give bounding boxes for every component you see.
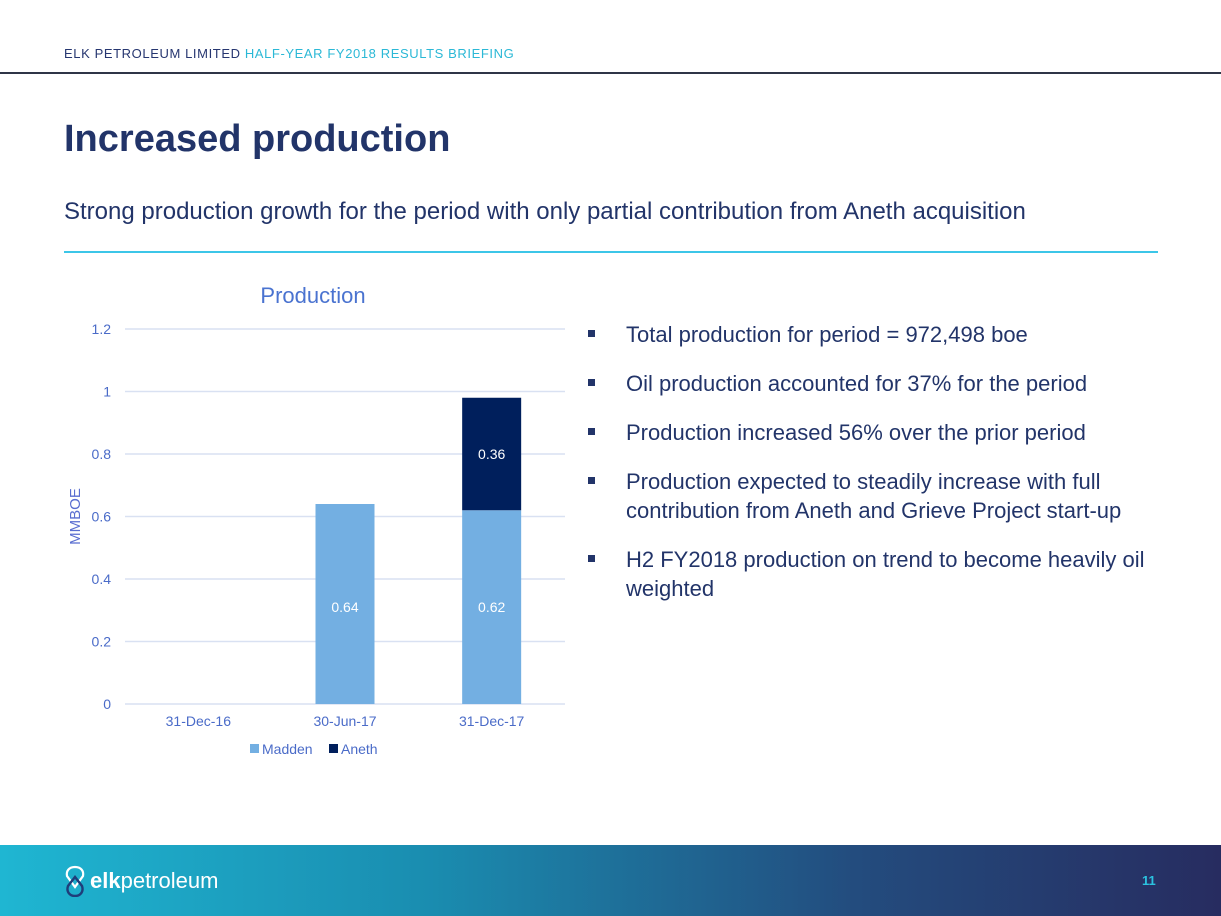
bullet-icon — [588, 555, 595, 562]
slide-subtitle: Strong production growth for the period … — [64, 198, 1026, 225]
bullet-item: Production expected to steadily increase… — [586, 467, 1216, 525]
chart-title: Production — [260, 283, 365, 308]
legend-swatch — [250, 744, 259, 753]
y-tick-label: 0.8 — [92, 446, 112, 462]
bullet-item: H2 FY2018 production on trend to become … — [586, 545, 1216, 603]
y-tick-label: 0.6 — [92, 509, 112, 525]
subtitle-divider — [64, 251, 1158, 253]
briefing-name: HALF-YEAR FY2018 RESULTS BRIEFING — [244, 46, 515, 61]
bar-madden — [315, 504, 375, 704]
x-tick-label: 31-Dec-16 — [166, 713, 232, 729]
company-name: ELK PETROLEUM LIMITED — [64, 46, 241, 61]
y-tick-label: 0 — [103, 696, 111, 712]
bullet-icon — [588, 477, 595, 484]
y-axis-label: MMBOE — [67, 488, 84, 545]
legend-swatch — [329, 744, 338, 753]
bullet-icon — [588, 330, 595, 337]
logo-petroleum: petroleum — [120, 868, 219, 893]
production-chart: Production 0 0.2 0.4 0.6 0.8 1 1.2 MMBOE 31-Dec-1… — [67, 283, 565, 757]
bullet-item: Total production for period = 972,498 bo… — [586, 320, 1216, 349]
y-tick-label: 1 — [103, 384, 111, 400]
drop-logo-icon — [65, 865, 85, 897]
slide-footer: elkpetroleum 11 — [0, 845, 1221, 916]
elk-petroleum-logo: elkpetroleum — [64, 865, 218, 897]
slide-header: ELK PETROLEUM LIMITED HALF-YEAR FY2018 R… — [64, 46, 514, 61]
data-label: 0.64 — [331, 599, 358, 615]
page-number: 11 — [1142, 873, 1156, 888]
y-tick-label: 0.2 — [92, 634, 112, 650]
header-divider — [0, 72, 1221, 74]
bullet-list: Total production for period = 972,498 bo… — [586, 320, 1216, 623]
bar-aneth — [462, 397, 522, 511]
data-label: 0.36 — [478, 446, 505, 462]
logo-elk: elk — [90, 868, 121, 893]
x-tick-label: 31-Dec-17 — [459, 713, 525, 729]
slide-title: Increased production — [64, 118, 451, 160]
x-tick-label: 30-Jun-17 — [313, 713, 376, 729]
legend-label: Aneth — [341, 741, 378, 757]
data-label: 0.62 — [478, 599, 505, 615]
bullet-item: Oil production accounted for 37% for the… — [586, 369, 1216, 398]
bullet-icon — [588, 379, 595, 386]
legend-label: Madden — [262, 741, 313, 757]
y-tick-label: 1.2 — [92, 321, 112, 337]
bullet-icon — [588, 428, 595, 435]
bar-madden — [462, 510, 522, 704]
bullet-item: Production increased 56% over the prior … — [586, 418, 1216, 447]
y-tick-label: 0.4 — [92, 571, 112, 587]
